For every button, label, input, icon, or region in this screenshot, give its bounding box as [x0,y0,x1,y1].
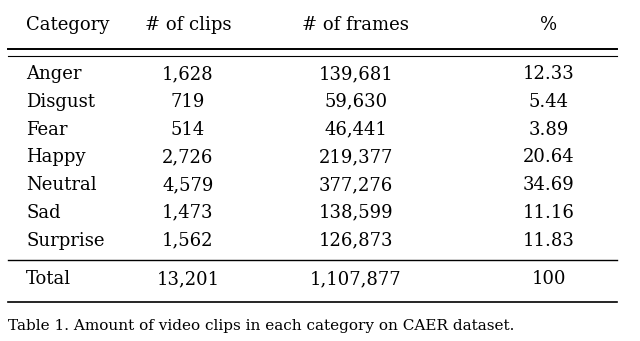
Text: 514: 514 [171,121,205,138]
Text: 13,201: 13,201 [156,270,220,288]
Text: Fear: Fear [26,121,68,138]
Text: 5.44: 5.44 [529,93,569,111]
Text: Anger: Anger [26,65,82,83]
Text: 1,107,877: 1,107,877 [310,270,402,288]
Text: Sad: Sad [26,204,61,222]
Text: 11.83: 11.83 [523,232,575,250]
Text: 100: 100 [531,270,566,288]
Text: Table 1. Amount of video clips in each category on CAER dataset.: Table 1. Amount of video clips in each c… [8,319,514,333]
Text: 20.64: 20.64 [523,148,575,166]
Text: 46,441: 46,441 [324,121,387,138]
Text: 1,562: 1,562 [162,232,214,250]
Text: 719: 719 [171,93,205,111]
Text: %: % [540,16,557,34]
Text: Happy: Happy [26,148,86,166]
Text: Surprise: Surprise [26,232,105,250]
Text: Disgust: Disgust [26,93,95,111]
Text: Category: Category [26,16,109,34]
Text: 219,377: 219,377 [319,148,393,166]
Text: 1,473: 1,473 [162,204,214,222]
Text: 34.69: 34.69 [523,176,575,194]
Text: 138,599: 138,599 [319,204,393,222]
Text: 377,276: 377,276 [319,176,393,194]
Text: # of frames: # of frames [303,16,410,34]
Text: Total: Total [26,270,72,288]
Text: 12.33: 12.33 [523,65,575,83]
Text: 3.89: 3.89 [529,121,569,138]
Text: # of clips: # of clips [145,16,231,34]
Text: 1,628: 1,628 [162,65,214,83]
Text: Neutral: Neutral [26,176,97,194]
Text: 2,726: 2,726 [163,148,214,166]
Text: 139,681: 139,681 [319,65,393,83]
Text: 126,873: 126,873 [319,232,393,250]
Text: 11.16: 11.16 [523,204,575,222]
Text: 4,579: 4,579 [163,176,214,194]
Text: 59,630: 59,630 [324,93,387,111]
